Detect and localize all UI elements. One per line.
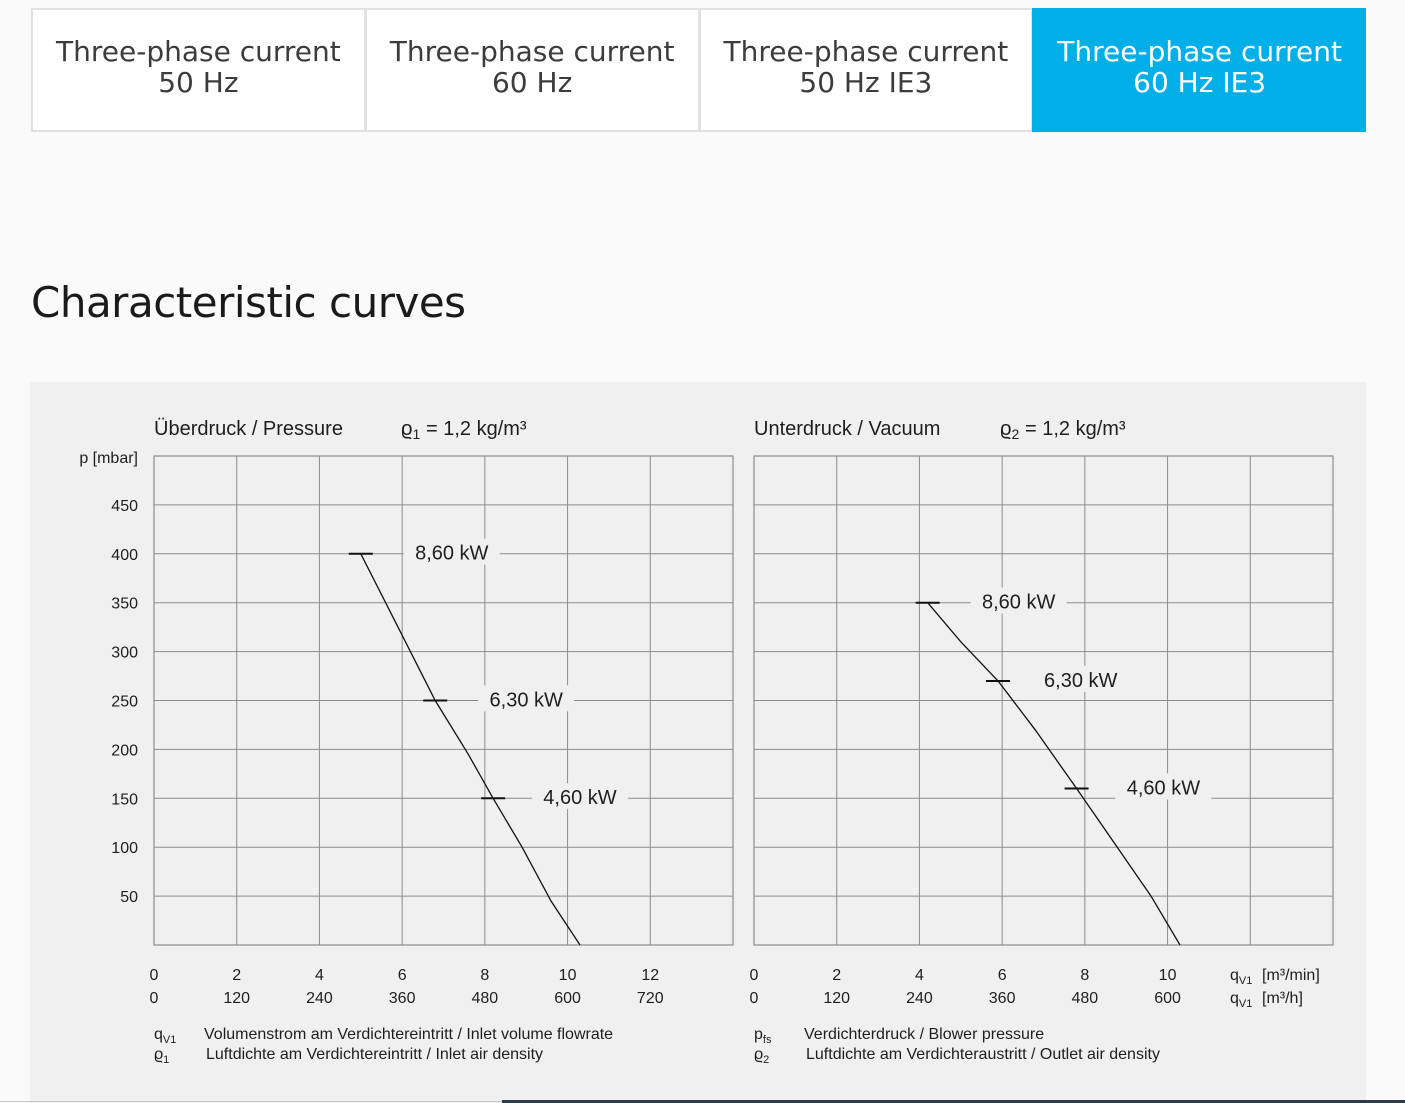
tab-label-line2: 50 Hz — [158, 66, 239, 99]
legend-symbol: pfs — [754, 1026, 772, 1046]
y-tick-label: 250 — [111, 694, 138, 711]
x-tick-label-min: 2 — [832, 967, 841, 984]
y-tick-label: 200 — [111, 742, 138, 759]
density-value: = 1,2 kg/m³ — [426, 418, 527, 440]
tab-label-line2: 60 Hz IE3 — [1133, 66, 1267, 99]
characteristic-curves-panel: 450 400 350 300 250 200 150 100 50 p [mbar] Überdr… — [30, 382, 1366, 1103]
density-value: = 1,2 kg/m³ — [1025, 418, 1126, 440]
x-tick-label-min: 8 — [1080, 967, 1089, 984]
tab-50hz-ie3[interactable]: Three-phase current 50 Hz IE3 — [698, 8, 1033, 132]
page-bottom-divider — [0, 1100, 1405, 1103]
legend-text: Verdichterdruck / Blower pressure — [804, 1026, 1044, 1043]
x-tick-label-h: 0 — [150, 990, 159, 1007]
x-tick-label-min: 0 — [750, 967, 759, 984]
x-unit-symbol: qV1 — [1230, 967, 1252, 987]
x-tick-label-h: 120 — [823, 990, 850, 1007]
density-symbol: ϱ2 — [1000, 418, 1019, 442]
x-tick-label-min: 4 — [315, 967, 324, 984]
power-label: 6,30 kW — [1044, 670, 1117, 692]
x-tick-label-h: 240 — [906, 990, 933, 1007]
y-tick-label: 100 — [111, 840, 138, 857]
x-tick-label-min: 10 — [1159, 967, 1177, 984]
x-tick-label-min: 10 — [559, 967, 577, 984]
legend-text: Luftdichte am Verdichtereintritt / Inlet… — [206, 1046, 543, 1063]
power-label-bg — [1032, 665, 1129, 692]
x-tick-label-min: 4 — [915, 967, 924, 984]
x-unit-symbol: qV1 — [1230, 990, 1252, 1010]
x-unit-min: [m³/min] — [1262, 967, 1320, 984]
x-tick-label-h: 0 — [750, 990, 759, 1007]
density-symbol: ϱ1 — [401, 418, 420, 442]
power-label: 4,60 kW — [543, 787, 616, 809]
x-tick-label-min: 12 — [641, 967, 659, 984]
characteristic-curve — [360, 553, 581, 946]
x-tick-label-h: 600 — [1154, 990, 1181, 1007]
tab-50hz[interactable]: Three-phase current 50 Hz — [31, 8, 365, 132]
legend-symbol: qV1 — [154, 1026, 176, 1046]
characteristic-curve — [927, 602, 1181, 946]
power-label: 8,60 kW — [415, 543, 488, 565]
x-tick-label-h: 480 — [472, 990, 499, 1007]
y-axis-label: p [mbar] — [79, 450, 138, 467]
legend-text: Volumenstrom am Verdichtereintritt / Inl… — [204, 1026, 613, 1043]
x-tick-label-h: 360 — [989, 990, 1016, 1007]
legend-symbol: ϱ1 — [154, 1046, 169, 1066]
power-label-bg — [1115, 773, 1212, 800]
x-unit-h: [m³/h] — [1262, 990, 1303, 1007]
chart-title: Überdruck / Pressure — [154, 418, 343, 440]
x-tick-label-min: 8 — [480, 967, 489, 984]
tab-label-line1: Three-phase current — [56, 35, 341, 68]
power-label: 6,30 kW — [490, 689, 563, 711]
x-tick-label-min: 6 — [398, 967, 407, 984]
tab-60hz-ie3[interactable]: Three-phase current 60 Hz IE3 — [1032, 8, 1366, 132]
y-tick-label: 350 — [111, 596, 138, 613]
power-label-bg — [970, 587, 1067, 614]
power-label: 4,60 kW — [1127, 777, 1200, 799]
y-tick-label: 150 — [111, 791, 138, 808]
legend-symbol: ϱ2 — [754, 1046, 769, 1066]
x-tick-label-h: 480 — [1072, 990, 1099, 1007]
chart-title: Unterdruck / Vacuum — [754, 418, 940, 440]
y-tick-label: 50 — [120, 889, 138, 906]
section-title: Characteristic curves — [31, 278, 466, 327]
tab-label-line1: Three-phase current — [389, 35, 675, 68]
motor-variant-tabs: Three-phase current 50 Hz Three-phase cu… — [31, 8, 1366, 132]
power-label-bg — [478, 685, 575, 712]
x-tick-label-min: 2 — [232, 967, 241, 984]
x-tick-label-h: 240 — [306, 990, 333, 1007]
power-label-bg — [403, 538, 500, 565]
x-tick-label-min: 6 — [998, 967, 1007, 984]
tab-60hz[interactable]: Three-phase current 60 Hz — [364, 8, 699, 132]
x-tick-label-h: 360 — [389, 990, 416, 1007]
y-tick-label: 300 — [111, 645, 138, 662]
x-tick-label-h: 120 — [223, 990, 250, 1007]
x-tick-label-min: 0 — [150, 967, 159, 984]
tab-label-line1: Three-phase current — [723, 35, 1009, 68]
y-tick-label: 400 — [111, 547, 138, 564]
tab-label-line2: 50 Hz IE3 — [799, 66, 933, 99]
tab-label-line2: 60 Hz — [491, 66, 573, 99]
y-tick-label: 450 — [111, 498, 138, 515]
tab-label-line1: Three-phase current — [1057, 35, 1342, 68]
power-label: 8,60 kW — [982, 592, 1055, 614]
x-tick-label-h: 720 — [637, 990, 664, 1007]
power-label-bg — [531, 783, 628, 810]
x-tick-label-h: 600 — [554, 990, 581, 1007]
legend-text: Luftdichte am Verdichteraustritt / Outle… — [806, 1046, 1160, 1063]
